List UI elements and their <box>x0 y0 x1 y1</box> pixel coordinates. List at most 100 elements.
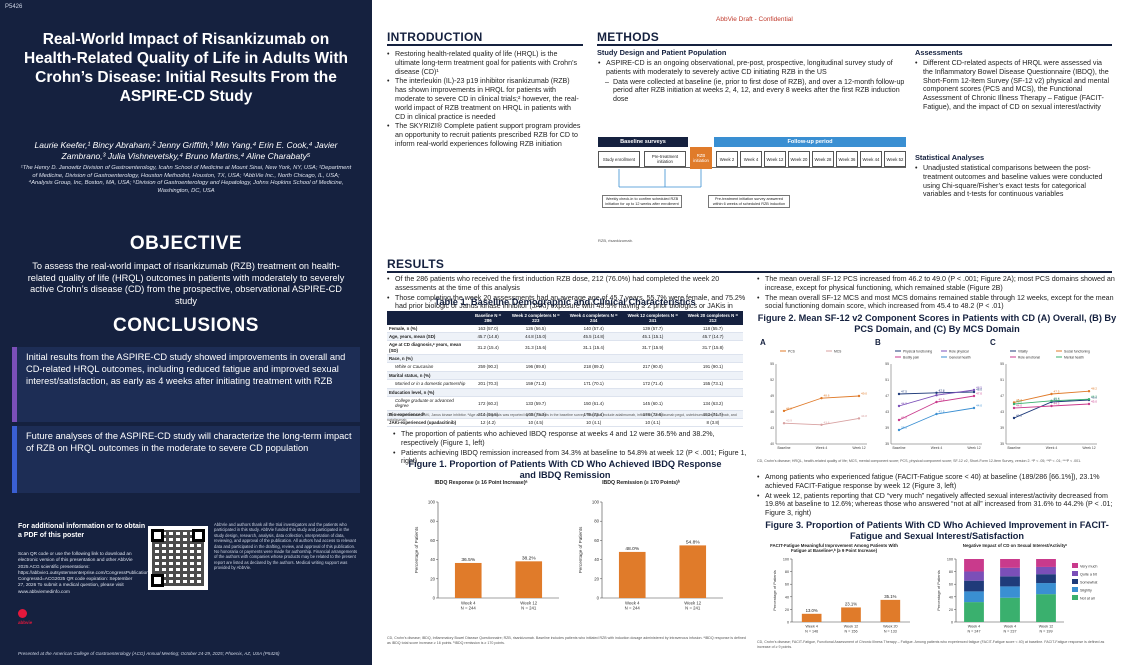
table-cell: 44.8 (15.0) <box>506 332 565 342</box>
data-label: 54.8% <box>686 539 701 545</box>
followup-band <box>714 137 906 147</box>
timeline-box: Study enrollment <box>598 151 640 167</box>
y-tick-label: 40 <box>430 557 435 562</box>
y-tick-label: 43 <box>770 426 774 430</box>
x-tick-label: Week 20 <box>883 625 898 629</box>
table-header-cell: Week 2 completers N = 223 <box>506 311 565 325</box>
data-label: 48.2 <box>1091 387 1097 391</box>
bar-segment <box>964 602 984 622</box>
data-point <box>1012 406 1016 410</box>
results-bullet: The mean overall SF-12 MCS and most MCS … <box>757 294 1117 312</box>
legend-label: PCS <box>788 349 796 353</box>
stats-bullet: Unadjusted statistical comparisons betwe… <box>915 164 1113 199</box>
table1-footnote: CD, Crohn’s disease; JAKi, Janus kinase … <box>387 413 737 422</box>
fig1-remission-chart: 0 20 40 60 80 100 Percentage of Patients Week 4… <box>578 500 723 611</box>
conclusion-item-1: Initial results from the ASPIRE-CD study… <box>12 347 360 422</box>
table-cell: 214 (74.8) <box>469 410 507 419</box>
timeline-box: Week 4 <box>740 151 762 167</box>
y-tick-label: 60 <box>430 538 435 543</box>
legend-label: MCS <box>834 349 842 353</box>
bar-segment <box>1036 574 1056 584</box>
x-tick-label: Week 4 <box>1004 625 1016 629</box>
draft-banner: AbbVie Draft - Confidential <box>716 16 793 23</box>
table-cell <box>682 354 743 364</box>
y-tick-label: 55 <box>770 362 774 366</box>
qr-finder <box>151 529 164 542</box>
qr-code-icon[interactable] <box>148 526 208 590</box>
table-cell: 196 (89.8) <box>506 362 565 372</box>
data-label: 44.0 <box>976 404 982 408</box>
table-cell: 201 (70.3) <box>469 379 507 389</box>
series-line <box>898 395 975 421</box>
data-label: 13.0% <box>806 608 818 613</box>
results-bullet: At week 12, patients reporting that CD “… <box>757 492 1117 518</box>
table-cell <box>564 371 623 381</box>
data-label: 44.8 <box>861 414 867 418</box>
y-tick-label: 51 <box>1000 378 1004 382</box>
table-cell: 139 (57.7) <box>622 324 683 333</box>
study-design-diagram: Baseline surveys Follow-up period Study … <box>598 137 908 239</box>
results-heading: RESULTS <box>387 257 445 271</box>
data-label: 45.0 <box>1091 400 1097 404</box>
y-tick-label: 40 <box>949 595 953 599</box>
data-label: 48.0 <box>976 388 982 392</box>
table-row: Age at CD diagnosis,ᵃ years, mean (SD) 31… <box>387 340 743 355</box>
results-bullet: Patients achieving IBDQ remission increa… <box>393 449 749 467</box>
x-tick-label: N = 244 <box>461 606 477 611</box>
assessments-heading: Assessments <box>915 48 963 57</box>
table-header-cell <box>387 311 470 325</box>
y-tick-label: 60 <box>949 583 953 587</box>
stats-bullets: Unadjusted statistical comparisons betwe… <box>915 164 1113 200</box>
table-cell: JAKi-experienced (upadacitinib) <box>387 418 470 428</box>
table-row: College graduate or advanced degree 172 (… <box>387 396 743 411</box>
table-cell: Bio-experiencedᵇ <box>387 410 470 419</box>
abbvie-logo-icon <box>18 609 27 618</box>
y-tick-label: 100 <box>592 500 600 505</box>
y-tick-label: 35 <box>1000 442 1004 446</box>
bar <box>618 551 646 598</box>
y-tick-label: 47 <box>885 394 889 398</box>
x-tick-label: N = 241 <box>685 606 701 611</box>
legend-label: Somewhat <box>1080 580 1097 584</box>
table-cell: 179 (73.4) <box>564 410 623 419</box>
fig3-right-title: Negative Impact of CD on Sexual Interest… <box>962 543 1068 548</box>
poster-id: P5426 <box>5 4 23 10</box>
x-tick-label: Week 12 <box>1082 446 1095 450</box>
study-design-heading: Study Design and Patient Population <box>597 48 727 57</box>
results-bullet: Among patients who experienced fatigue (… <box>757 473 1117 491</box>
timeline-box: Pre-treatment initiation <box>644 151 686 167</box>
table-cell: 134 (63.2) <box>682 396 743 411</box>
x-tick-label: N = 247 <box>967 629 980 633</box>
data-label: 44.0 <box>1016 404 1022 408</box>
authors: Laurie Keefer,¹ Bincy Abraham,² Jenny Gr… <box>34 140 338 161</box>
table-cell: Marital status, n (%) <box>387 371 470 381</box>
fig3-left-title: FACIT-Fatigue Meaningful Improvement Amo… <box>770 543 898 554</box>
results-bullet: The mean overall SF-12 PCS increased fro… <box>757 275 1117 293</box>
table-cell: Married or in a domestic partnership <box>387 379 470 389</box>
y-tick-label: 80 <box>430 519 435 524</box>
table1: Baseline N = 286 Week 2 completers N = 22… <box>387 311 743 428</box>
assessment-bullets: Different CD-related aspects of HRQL wer… <box>915 59 1113 113</box>
x-tick-label: N = 241 <box>521 606 537 611</box>
timeline-box: Week 52 <box>884 151 906 167</box>
table-cell: 172 (60.2) <box>469 396 507 411</box>
bar-segment <box>1036 594 1056 622</box>
section-rule <box>597 44 1112 46</box>
table-row: Education level, n (%) <box>387 388 743 397</box>
y-tick-label: 47 <box>1000 394 1004 398</box>
y-tick-label: 20 <box>594 576 599 581</box>
bar <box>880 599 901 622</box>
data-label: 45.5 <box>939 398 945 402</box>
bar-segment <box>1036 566 1056 575</box>
table-cell <box>469 354 507 364</box>
data-point <box>1087 390 1091 393</box>
y-axis-label: Percentage of Patients <box>578 526 583 573</box>
introduction-heading: INTRODUCTION <box>387 30 483 44</box>
table-cell <box>682 371 743 381</box>
bar <box>801 613 822 622</box>
data-point <box>1087 398 1091 401</box>
table-cell: 191 (90.1) <box>682 362 743 372</box>
intro-bullet: Restoring health-related quality of life… <box>387 50 583 76</box>
table-cell: 152 (71.7) <box>682 410 743 419</box>
table-cell: Age, years, mean (SD) <box>387 332 470 342</box>
